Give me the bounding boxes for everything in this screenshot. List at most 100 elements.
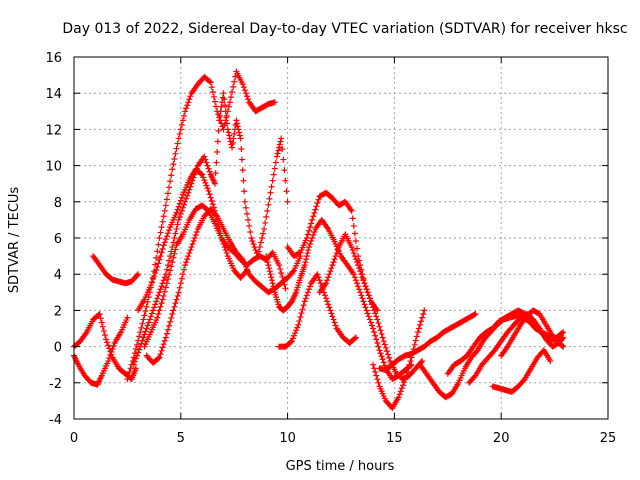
- data-point: [312, 206, 319, 213]
- data-point: [152, 301, 159, 308]
- data-point: [263, 253, 270, 260]
- data-point: [323, 280, 330, 287]
- data-point: [330, 259, 337, 266]
- data-point: [293, 327, 300, 334]
- data-point: [179, 204, 186, 211]
- y-tick-label: 4: [54, 268, 62, 283]
- data-point: [379, 356, 386, 363]
- data-point: [148, 310, 155, 317]
- data-point: [162, 284, 169, 291]
- data-point: [171, 235, 178, 241]
- y-tick-label: 0: [54, 341, 62, 356]
- data-point: [146, 316, 153, 323]
- data-point: [148, 279, 155, 286]
- data-point: [169, 259, 176, 266]
- data-point: [359, 295, 366, 302]
- data-point: [99, 323, 106, 330]
- data-point: [100, 327, 107, 334]
- data-point: [250, 241, 257, 248]
- data-point: [175, 203, 182, 210]
- data-point: [279, 146, 286, 153]
- data-point: [350, 222, 357, 229]
- data-point: [176, 200, 183, 207]
- data-point: [134, 352, 141, 359]
- data-point: [226, 99, 233, 106]
- series-track-18: [489, 347, 554, 395]
- data-point: [166, 257, 173, 264]
- data-point: [174, 221, 181, 228]
- data-point: [362, 304, 369, 311]
- data-point: [307, 241, 314, 248]
- data-point: [251, 244, 258, 251]
- data-point: [166, 322, 173, 329]
- data-point: [181, 266, 188, 273]
- data-point: [378, 353, 385, 360]
- data-point: [308, 238, 315, 245]
- data-point: [140, 316, 147, 323]
- data-point: [185, 99, 192, 106]
- data-point: [356, 286, 363, 293]
- y-tick-label: 2: [54, 304, 62, 319]
- data-point: [192, 231, 199, 238]
- data-point: [155, 292, 162, 299]
- data-point: [354, 245, 361, 252]
- data-point: [263, 256, 270, 263]
- data-point: [169, 244, 176, 251]
- data-point: [268, 183, 275, 190]
- data-point: [200, 174, 207, 181]
- data-point: [233, 117, 240, 124]
- data-point: [164, 276, 171, 283]
- y-tick-label: 10: [45, 160, 62, 175]
- data-point: [153, 266, 160, 273]
- data-point: [241, 198, 248, 205]
- data-point: [236, 129, 243, 136]
- data-point: [284, 198, 291, 205]
- data-point: [321, 292, 328, 299]
- data-point: [143, 325, 150, 332]
- data-point: [127, 365, 134, 372]
- data-point: [124, 376, 131, 383]
- data-point: [161, 274, 168, 281]
- data-points: [71, 68, 567, 412]
- data-point: [374, 376, 381, 383]
- data-point: [96, 311, 103, 318]
- data-point: [307, 224, 314, 231]
- data-point: [104, 339, 111, 346]
- data-point: [376, 347, 383, 354]
- data-point: [333, 250, 340, 257]
- data-point: [370, 325, 377, 332]
- data-point: [163, 266, 170, 273]
- data-point: [270, 283, 277, 290]
- data-point: [166, 227, 173, 234]
- data-point: [135, 271, 142, 278]
- series-track-11: [284, 189, 381, 314]
- data-point: [261, 225, 268, 232]
- data-point: [175, 135, 182, 142]
- data-point: [348, 244, 355, 251]
- data-point: [274, 150, 281, 157]
- data-point: [173, 145, 180, 152]
- data-point: [178, 207, 185, 214]
- data-point: [140, 334, 147, 341]
- data-point: [370, 361, 377, 368]
- data-point: [560, 334, 567, 341]
- data-point: [299, 306, 306, 313]
- data-point: [175, 289, 182, 296]
- data-point: [264, 259, 271, 266]
- series-track-5: [130, 90, 291, 368]
- data-point: [218, 103, 225, 110]
- data-point: [273, 153, 280, 160]
- data-point: [161, 337, 168, 344]
- data-point: [471, 373, 478, 380]
- data-point: [357, 289, 364, 296]
- data-point: [375, 379, 382, 386]
- data-point: [188, 244, 195, 251]
- data-point: [417, 321, 424, 328]
- data-point: [168, 314, 175, 321]
- data-point: [375, 320, 382, 327]
- data-point: [296, 250, 303, 257]
- data-point: [257, 239, 264, 246]
- data-point: [305, 247, 312, 254]
- data-point: [352, 238, 359, 245]
- data-point: [361, 280, 368, 287]
